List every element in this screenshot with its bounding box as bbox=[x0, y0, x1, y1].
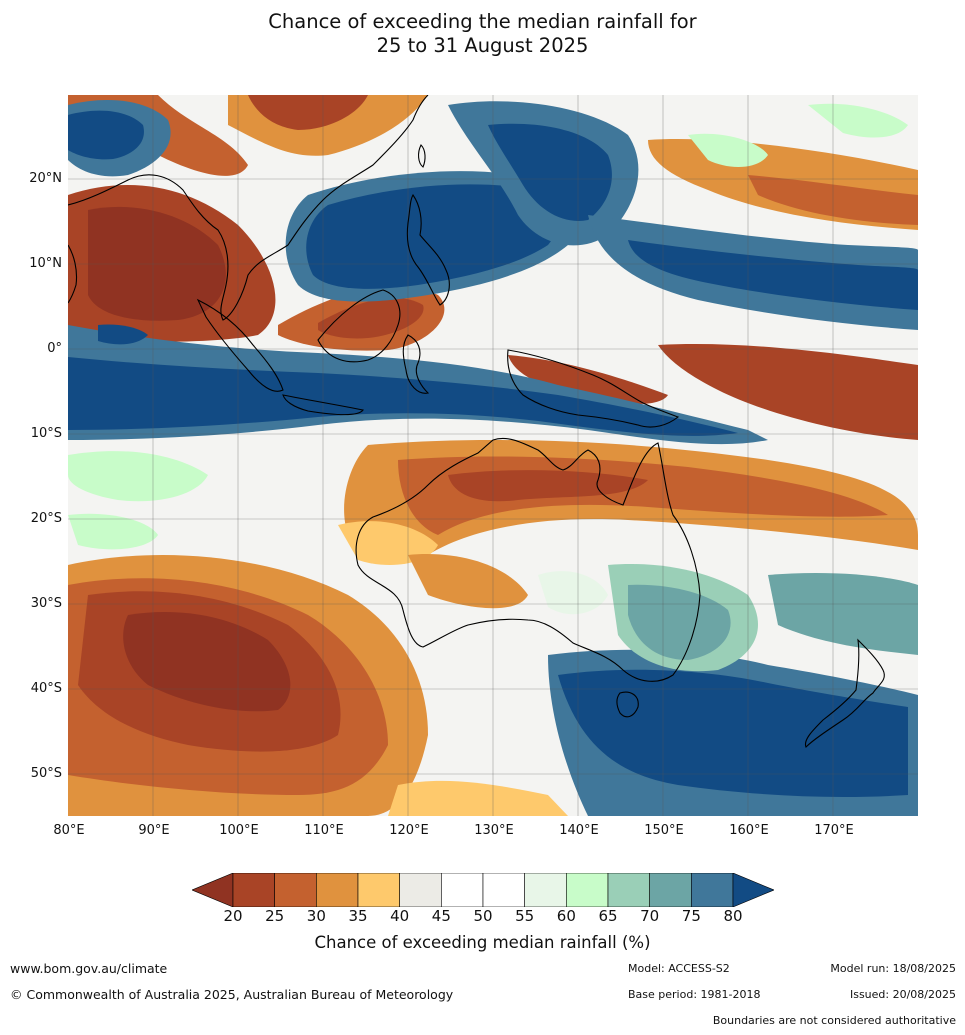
colorbar-tick-label: 65 bbox=[598, 907, 618, 925]
lon-label: 140°E bbox=[559, 823, 599, 838]
lon-label: 80°E bbox=[53, 823, 85, 838]
colorbar-tick-label: 75 bbox=[681, 907, 701, 925]
colorbar-tick-label: 60 bbox=[556, 907, 576, 925]
lon-label: 90°E bbox=[138, 823, 170, 838]
boundaries-disclaimer: Boundaries are not considered authoritat… bbox=[712, 1014, 956, 1027]
lat-label: 10°N bbox=[29, 256, 62, 271]
new-guinea-coastline bbox=[507, 349, 680, 428]
rainfall-map bbox=[68, 95, 918, 816]
lon-label: 130°E bbox=[474, 823, 514, 838]
colorbar-segment bbox=[607, 872, 650, 908]
tasmania-coastline bbox=[616, 691, 639, 718]
colorbar-tick-label: 25 bbox=[265, 907, 285, 925]
colorbar-tick-label: 45 bbox=[431, 907, 451, 925]
colorbar-under-arrow bbox=[191, 872, 234, 908]
title-line-2: 25 to 31 August 2025 bbox=[376, 34, 589, 57]
colorbar-segment bbox=[399, 872, 442, 908]
model-run-date: Model run: 18/08/2025 bbox=[830, 962, 956, 975]
lat-label: 20°N bbox=[29, 171, 62, 186]
lon-label: 120°E bbox=[389, 823, 429, 838]
colorbar-tick-label: 70 bbox=[640, 907, 660, 925]
colorbar-segment bbox=[316, 872, 359, 908]
coastlines bbox=[68, 95, 885, 748]
colorbar-label: Chance of exceeding median rainfall (%) bbox=[314, 933, 651, 952]
lat-label: 30°S bbox=[30, 596, 62, 611]
sulawesi-coastline bbox=[402, 334, 430, 394]
sumatra-coastline bbox=[196, 298, 284, 392]
wet-regions bbox=[68, 100, 918, 816]
colorbar-segment bbox=[441, 872, 484, 908]
colorbar-graphic bbox=[191, 872, 775, 908]
new-zealand-coastline bbox=[804, 638, 885, 748]
copyright-notice: © Commonwealth of Australia 2025, Austra… bbox=[10, 987, 454, 1002]
lat-label: 0° bbox=[47, 341, 62, 356]
colorbar-over-arrow bbox=[732, 872, 775, 908]
colorbar-segment bbox=[357, 872, 400, 908]
colorbar-tick-label: 30 bbox=[306, 907, 326, 925]
colorbar-tick-label: 80 bbox=[723, 907, 743, 925]
issued-date: Issued: 20/08/2025 bbox=[849, 988, 956, 1001]
colorbar-tick-label: 55 bbox=[515, 907, 535, 925]
map-title: Chance of exceeding the median rainfall … bbox=[0, 10, 965, 58]
website-url[interactable]: www.bom.gov.au/climate bbox=[10, 961, 168, 976]
australia-coastline bbox=[355, 437, 701, 682]
philippines-coastline bbox=[406, 193, 450, 306]
lat-label: 50°S bbox=[30, 766, 62, 781]
taiwan-coastline bbox=[418, 144, 426, 168]
colorbar-segment bbox=[524, 872, 567, 908]
map-gridlines bbox=[68, 95, 918, 816]
map-canvas bbox=[68, 95, 918, 816]
lat-label: 20°S bbox=[30, 511, 62, 526]
colorbar-tick-label: 40 bbox=[390, 907, 410, 925]
colorbar bbox=[191, 872, 775, 908]
colorbar-segment bbox=[274, 872, 317, 908]
lon-label: 170°E bbox=[814, 823, 854, 838]
base-period: Base period: 1981-2018 bbox=[628, 988, 761, 1001]
borneo-coastline bbox=[317, 289, 401, 363]
colorbar-segment bbox=[649, 872, 692, 908]
lat-label: 10°S bbox=[30, 426, 62, 441]
lon-label: 160°E bbox=[729, 823, 769, 838]
asia-coastline bbox=[68, 95, 429, 321]
lon-label: 100°E bbox=[219, 823, 259, 838]
colorbar-tick-label: 20 bbox=[223, 907, 243, 925]
colorbar-tick-label: 50 bbox=[473, 907, 493, 925]
india-coastline bbox=[68, 244, 78, 304]
lon-label: 150°E bbox=[644, 823, 684, 838]
colorbar-segment bbox=[482, 872, 525, 908]
java-coastline bbox=[282, 394, 364, 416]
model-name: Model: ACCESS-S2 bbox=[628, 962, 730, 975]
title-line-1: Chance of exceeding the median rainfall … bbox=[268, 10, 697, 33]
colorbar-segment bbox=[691, 872, 734, 908]
colorbar-segment bbox=[232, 872, 275, 908]
lat-label: 40°S bbox=[30, 681, 62, 696]
colorbar-segment bbox=[566, 872, 609, 908]
colorbar-tick-label: 35 bbox=[348, 907, 368, 925]
lon-label: 110°E bbox=[304, 823, 344, 838]
